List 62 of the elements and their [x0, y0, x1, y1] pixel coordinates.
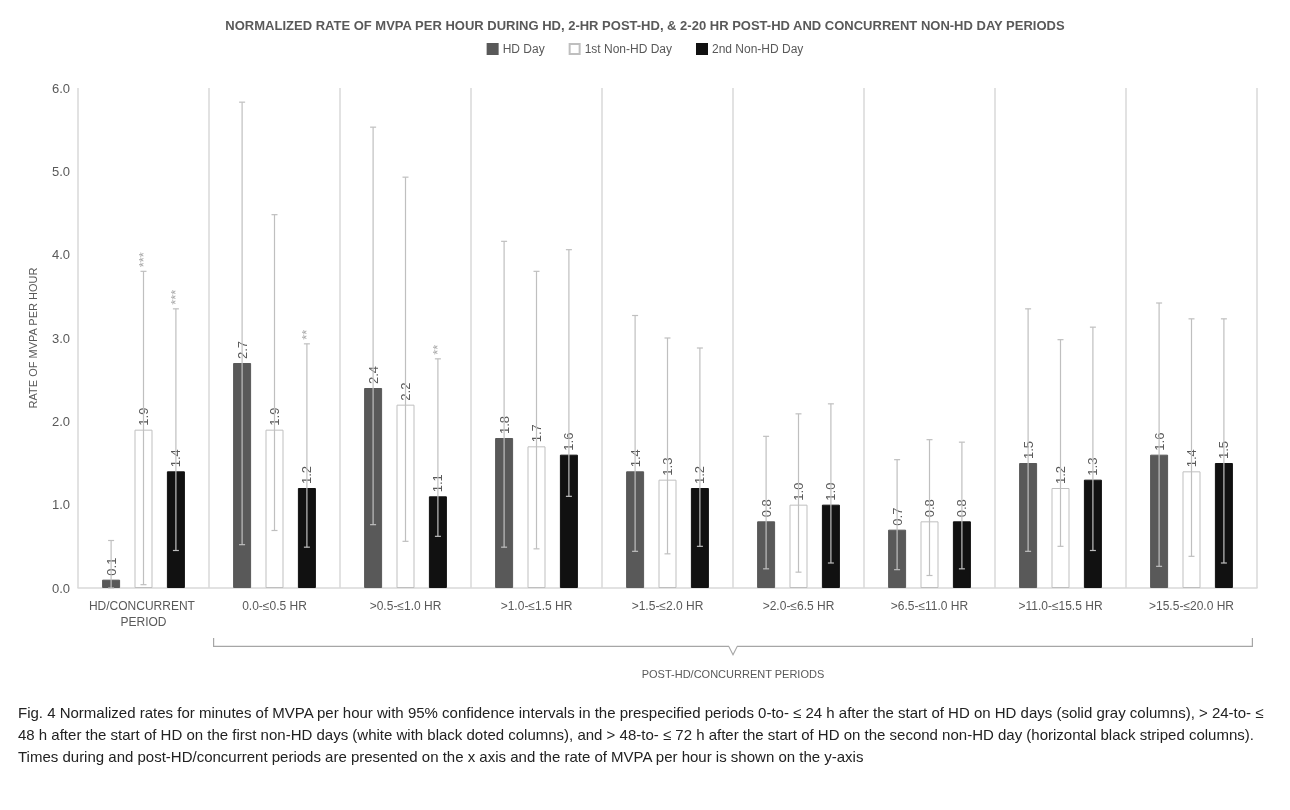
- y-tick-label: 2.0: [51, 413, 70, 429]
- bar: [428, 496, 447, 588]
- legend-label: 1st Non-HD Day: [584, 42, 672, 56]
- bar: [1150, 454, 1169, 588]
- bar: [888, 529, 907, 588]
- annotation: ***: [136, 252, 151, 268]
- data-label: 2.4: [365, 365, 381, 384]
- bar: [690, 488, 709, 588]
- bar: [1214, 463, 1233, 588]
- y-tick-label: 0.0: [51, 580, 70, 596]
- data-label: 1.5: [1020, 440, 1036, 459]
- x-tick-label: >1.0-≤1.5 HR: [500, 599, 573, 613]
- x-tick-label: >11.0-≤15.5 HR: [1018, 599, 1103, 613]
- data-label: 1.3: [1085, 457, 1101, 476]
- data-label: 1.1: [430, 474, 446, 493]
- data-label: 1.2: [299, 465, 315, 484]
- caption: Fig. 4 Normalized rates for minutes of MVPA per hour with 95% confidence intervals in the prespecified periods 0-to- ≤ 24 h after the start of HD on HD days (solid gray columns), > 24-to- ≤ 48 h after the start of HD on the first non-HD days (white with black doted columns), and > 48-to- ≤ 72 h after the start of HD on the second non-HD day (horizontal black striped columns). Times during and post-HD/concurrent periods are presented on the x axis and the rate of MVPA per hour is shown on the y-axis: [17, 703, 1265, 767]
- annotation: **: [430, 344, 446, 355]
- y-tick-label: 3.0: [51, 330, 70, 346]
- bar: [495, 438, 514, 588]
- bar: [952, 521, 971, 588]
- data-label: 1.0: [823, 482, 839, 501]
- y-tick-label: 1.0: [51, 497, 70, 513]
- y-tick-label: 5.0: [51, 163, 70, 179]
- data-label: 1.4: [627, 449, 643, 468]
- data-label: 0.8: [758, 499, 774, 518]
- data-label: 2.7: [234, 340, 250, 359]
- x-tick-label: >0.5-≤1.0 HR: [369, 599, 442, 613]
- data-label: 0.1: [103, 557, 119, 576]
- chart-title: NORMALIZED RATE OF MVPA PER HOUR DURING HD, 2-HR POST-HD, & 2-20 HR POST-HD AND CONCURRENT NON-HD DAY PERIODS: [225, 18, 1065, 33]
- annotation: **: [299, 329, 315, 340]
- bar: [559, 454, 578, 588]
- bar: [166, 471, 185, 588]
- bar: [1019, 463, 1038, 588]
- data-label: 0.8: [954, 499, 970, 518]
- x-tick-label: 0.0-≤0.5 HR: [242, 599, 308, 613]
- bar: [757, 521, 776, 588]
- y-axis-title: RATE OF MVPA PER HOUR: [26, 267, 39, 409]
- y-tick-label: 6.0: [51, 80, 70, 96]
- data-label: 1.8: [496, 415, 512, 434]
- text: POST-HD/CONCURRENT PERIODS: [640, 668, 826, 680]
- legend-label: HD Day: [502, 42, 545, 56]
- legend-label: 2nd Non-HD Day: [712, 42, 804, 56]
- data-label: 1.5: [1216, 440, 1232, 459]
- bar: [821, 504, 840, 588]
- x-tick-label: >1.5-≤2.0 HR: [631, 599, 704, 613]
- data-label: 1.6: [1151, 432, 1167, 451]
- x-tick-label: >15.5-≤20.0 HR: [1149, 599, 1235, 613]
- annotation: ***: [168, 289, 184, 305]
- bar: [626, 471, 645, 588]
- data-label: 1.4: [168, 449, 184, 468]
- x-tick-label: HD/CONCURRENT PERIOD: [88, 599, 199, 629]
- y-tick-label: 4.0: [51, 247, 70, 263]
- data-label: 1.2: [692, 465, 708, 484]
- bar: [1083, 479, 1102, 588]
- data-label: 1.6: [561, 432, 577, 451]
- x-tick-label: >2.0-≤6.5 HR: [762, 599, 835, 613]
- bar: [233, 363, 252, 588]
- data-label: 0.7: [889, 507, 905, 526]
- x-tick-label: >6.5-≤11.0 HR: [890, 599, 969, 613]
- bar: [364, 388, 383, 588]
- bar: [297, 488, 316, 588]
